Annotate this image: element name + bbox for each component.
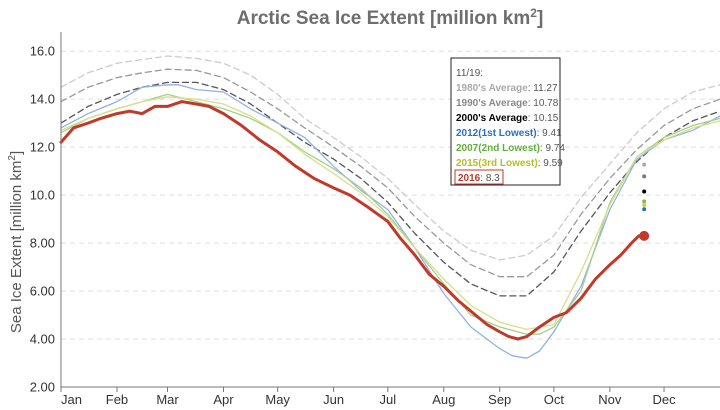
- x-tick-label-aug: Aug: [432, 392, 455, 407]
- series-line-1980-s-average: [60, 55, 720, 261]
- endpoint-marker-1: [642, 174, 647, 179]
- grid-lines: [61, 50, 720, 340]
- y-tick-label: 16.0: [30, 44, 55, 59]
- tooltip-row: 1990's Average: 10.78: [456, 98, 559, 109]
- endpoint-marker-3: [642, 199, 647, 204]
- x-tick-label-jul: Jul: [379, 392, 396, 407]
- x-tick-label-dec: Dec: [652, 392, 676, 407]
- tooltip-label: 2007(2nd Lowest): [456, 143, 540, 154]
- tooltip-box: [450, 57, 561, 186]
- endpoint-marker-4: [642, 202, 647, 207]
- y-tick-label: 12.0: [30, 140, 55, 155]
- endpoint-marker-5: [642, 207, 647, 212]
- x-tick-labels: Jan Feb Mar Apr May Jun Jul Aug Sep Oct Nov Dec: [60, 387, 676, 407]
- tooltip-row: 2012(1st Lowest): 9.41: [456, 128, 562, 139]
- tooltip-value: : 10.78: [528, 98, 559, 109]
- y-axis-label: Sea Ice Extent [million km2]: [7, 151, 25, 333]
- x-tick-label-jan: Jan: [61, 392, 82, 407]
- chart-title-sup: 2: [530, 6, 537, 20]
- tooltip-label: 1980's Average: [456, 83, 528, 94]
- y-tick-label: 10.0: [30, 188, 55, 203]
- tooltip-value: : 9.74: [540, 143, 565, 154]
- series-line-1990-s-average: [60, 68, 720, 278]
- x-tick-label-feb: Feb: [106, 392, 128, 407]
- tooltip-label: 2015(3rd Lowest): [456, 158, 538, 169]
- y-tick-label: 6.00: [30, 284, 55, 299]
- endpoint-marker-2: [642, 189, 647, 194]
- y-axis-label-sup: 2: [7, 155, 18, 161]
- tooltip-value: : 10.15: [528, 113, 559, 124]
- tooltip-row: 2007(2nd Lowest): 9.74: [456, 143, 565, 154]
- tooltip-label: 2016: [458, 173, 481, 184]
- x-tick-label-may: May: [265, 392, 290, 407]
- tooltip-sep: :: [480, 173, 486, 184]
- endpoint-marker-0: [642, 162, 647, 167]
- x-tick-label-apr: Apr: [213, 392, 234, 407]
- x-tick-label-jun: Jun: [323, 392, 344, 407]
- series-line-2015-3rd-lowest: [60, 96, 720, 331]
- tooltip-row-2016: 2016: 8.3: [458, 173, 500, 184]
- chart-title: Arctic Sea Ice Extent [million km2]: [237, 6, 544, 29]
- tooltip-current-highlight: [454, 169, 504, 185]
- tooltip-date: 11/19:: [456, 68, 483, 79]
- tooltip-row: 2000's Average: 10.15: [456, 113, 559, 124]
- chart-title-main: Arctic Sea Ice Extent [million km: [237, 8, 531, 29]
- series-line-2012-1st-lowest: [60, 84, 720, 359]
- tooltip-value: 8.3: [486, 173, 500, 184]
- series-lines: [59, 55, 720, 359]
- x-tick-label-sep: Sep: [488, 392, 511, 407]
- tooltip-label: 1990's Average: [456, 98, 528, 109]
- series-line-2016: [59, 100, 646, 341]
- x-tick-label-mar: Mar: [156, 392, 179, 407]
- chart-title-end: ]: [537, 8, 543, 29]
- y-tick-label: 14.0: [30, 92, 55, 107]
- y-axis-label-end: ]: [8, 151, 25, 155]
- tooltip-value: : 9.59: [538, 158, 563, 169]
- tooltip-value: : 9.41: [537, 128, 562, 139]
- series-line-2000-s-average: [60, 81, 720, 297]
- tooltip-label: 2000's Average: [456, 113, 528, 124]
- tooltip-label: 2012(1st Lowest): [456, 128, 537, 139]
- y-tick-label: 8.00: [30, 236, 55, 251]
- y-axis-label-main: Sea Ice Extent [million km: [8, 161, 25, 334]
- y-tick-label: 4.00: [30, 332, 55, 347]
- y-tick-labels: 2.00 4.00 6.00 8.00 10.0 12.0 14.0 16.0: [30, 44, 55, 395]
- tooltip-value: : 11.27: [528, 83, 558, 94]
- y-tick-label: 2.00: [30, 380, 55, 395]
- x-tick-label-nov: Nov: [598, 392, 622, 407]
- tooltip-row: 1980's Average: 11.27: [456, 83, 558, 94]
- current-value-marker: [639, 230, 650, 241]
- x-tick-label-oct: Oct: [544, 392, 565, 407]
- tooltip-row: 2015(3rd Lowest): 9.59: [456, 158, 563, 169]
- endpoint-markers: [639, 162, 650, 241]
